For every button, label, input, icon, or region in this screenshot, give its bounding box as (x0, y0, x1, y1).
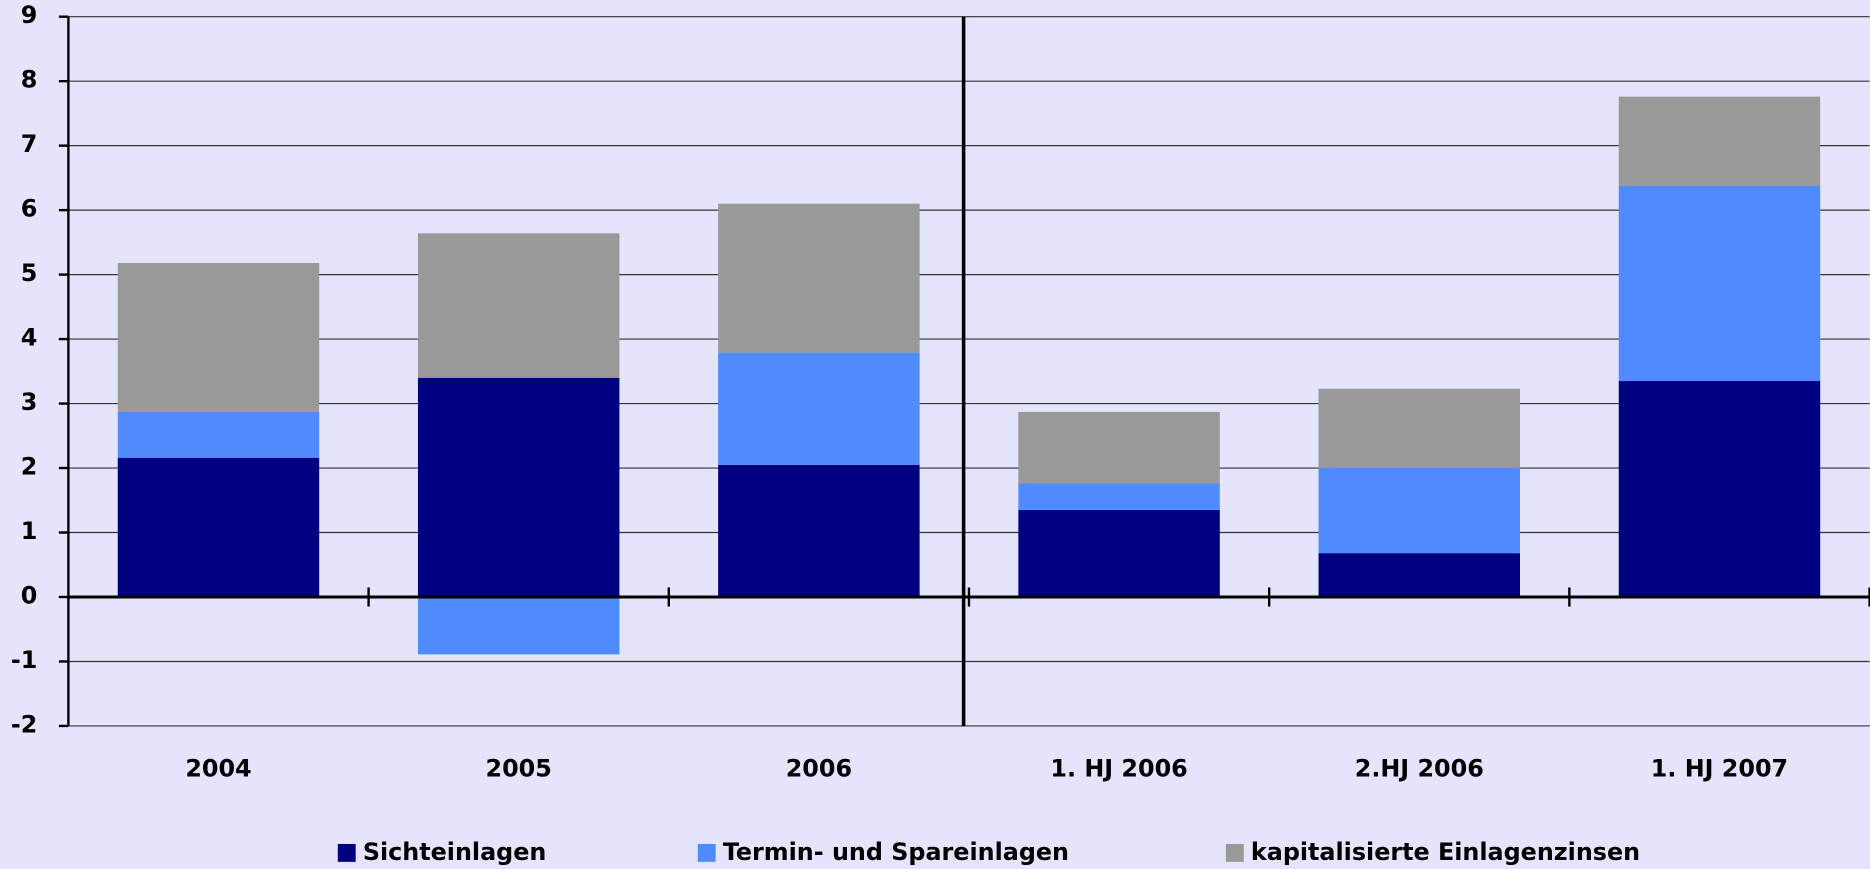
y-tick-label: 1 (21, 517, 38, 545)
bar-segment (117, 262, 320, 412)
bar-segment (1618, 96, 1821, 186)
y-tick-label: 4 (21, 324, 38, 352)
y-tick-label: 7 (21, 130, 38, 158)
y-tick-label: 0 (21, 581, 38, 609)
y-tick-label: 2 (21, 453, 38, 481)
legend-label: kapitalisierte Einlagenzinsen (1251, 838, 1640, 866)
y-tick-label: -1 (11, 646, 37, 674)
y-tick-label: 9 (21, 1, 38, 29)
y-tick-label: 3 (21, 388, 38, 416)
x-tick-label: 2.HJ 2006 (1355, 755, 1484, 783)
bar-segment (718, 352, 920, 465)
x-tick-label: 2006 (786, 755, 852, 783)
legend-swatch (1225, 843, 1244, 862)
legend-swatch (697, 843, 716, 862)
y-tick-label: -2 (11, 710, 37, 738)
bar-segment (1318, 468, 1520, 554)
x-tick-label: 2004 (185, 755, 251, 783)
bar-segment (117, 411, 320, 458)
x-tick-label: 1. HJ 2007 (1651, 755, 1788, 783)
bar-segment (718, 203, 920, 353)
bar-segment (1018, 483, 1220, 510)
bar-segment (417, 596, 620, 655)
bar-segment (1018, 509, 1220, 597)
bar-segment (1618, 185, 1821, 381)
bar-segment (417, 377, 620, 597)
legend-label: Sichteinlagen (363, 838, 547, 866)
bar-segment (718, 464, 920, 597)
y-tick-label: 6 (21, 195, 38, 223)
x-tick-label: 1. HJ 2006 (1050, 755, 1187, 783)
bar-segment (117, 457, 320, 597)
y-tick-label: 8 (21, 66, 38, 94)
bar-segment (417, 233, 620, 378)
legend-label: Termin- und Spareinlagen (723, 838, 1069, 866)
x-tick-label: 2005 (486, 755, 552, 783)
bar-segment (1018, 411, 1220, 484)
bar-segment (1318, 553, 1520, 597)
bar-segment (1318, 388, 1520, 469)
bar-segment (1618, 380, 1821, 597)
legend-swatch (337, 843, 356, 862)
y-tick-label: 5 (21, 259, 38, 287)
